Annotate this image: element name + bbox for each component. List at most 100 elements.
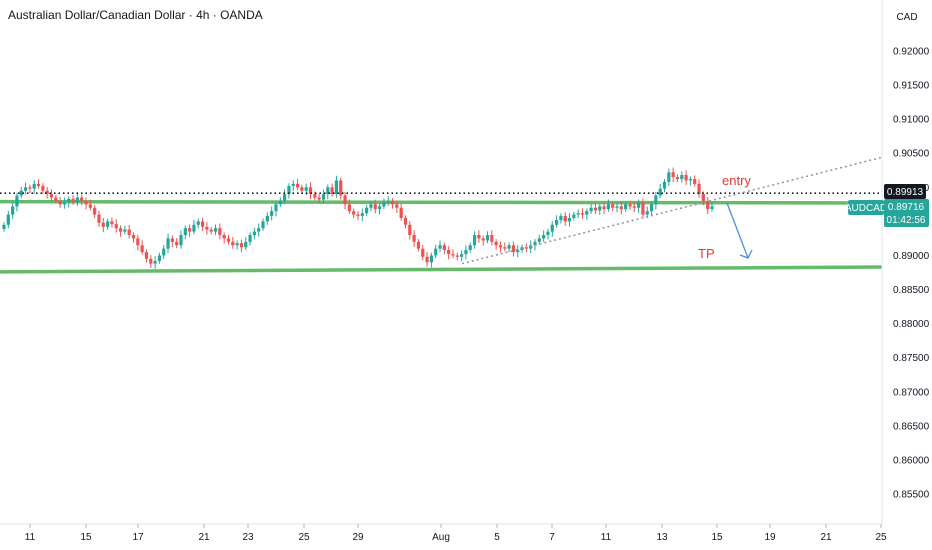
candle-body — [339, 180, 343, 196]
candle-body — [200, 221, 205, 227]
projection-arrow — [726, 202, 749, 259]
candle-body — [45, 190, 49, 195]
candle-body — [330, 187, 334, 195]
candle-body — [244, 241, 248, 248]
candle-body — [347, 204, 351, 212]
chart-title: Australian Dollar/Canadian Dollar · 4h ·… — [8, 8, 263, 22]
candle-body — [179, 235, 183, 246]
candle-body — [235, 243, 239, 246]
candle-body — [684, 175, 688, 181]
time-tick-label: 19 — [764, 532, 776, 543]
candle-body — [313, 194, 317, 198]
candle-body — [494, 241, 498, 246]
candle-body — [257, 228, 261, 232]
candle-body — [369, 204, 373, 208]
candle-body — [693, 179, 697, 184]
candle-body — [395, 204, 399, 208]
symbol-tag: AUDCAD — [845, 200, 887, 215]
time-tick-label: 23 — [242, 532, 254, 543]
svg-text:AUDCAD: AUDCAD — [845, 203, 887, 214]
candle-body — [386, 200, 390, 203]
candle-body — [377, 206, 382, 210]
candle-body — [205, 226, 209, 230]
candle-body — [106, 221, 110, 227]
time-tick-label: 25 — [298, 532, 310, 543]
countdown-value: 01:42:56 — [887, 215, 926, 226]
candle-body — [503, 247, 507, 249]
candlestick-series[interactable] — [2, 167, 714, 269]
candle-body — [308, 187, 313, 195]
candle-body — [265, 215, 269, 222]
candle-body — [412, 235, 416, 242]
candle-body — [218, 228, 222, 236]
candle-body — [442, 245, 446, 251]
candle-body — [485, 235, 490, 241]
last-price-value: 0.89716 — [888, 202, 925, 213]
svg-text:0.89913: 0.89913 — [887, 187, 924, 198]
candle-body — [641, 202, 645, 215]
time-tick-label: 15 — [711, 532, 723, 543]
price-tick-label: 0.89000 — [893, 251, 930, 262]
candle-body — [645, 211, 649, 215]
candle-body — [226, 238, 231, 242]
time-tick-label: 11 — [25, 532, 36, 543]
price-tick-label: 0.87500 — [893, 353, 930, 364]
candle-body — [334, 180, 339, 195]
candle-body — [390, 200, 395, 205]
candle-body — [654, 195, 658, 205]
tp-label: TP — [698, 246, 715, 261]
candle-body — [408, 224, 412, 236]
candle-body — [662, 181, 667, 189]
candle-body — [62, 202, 67, 205]
candle-body — [321, 194, 326, 200]
time-tick-label: Aug — [432, 532, 450, 543]
candle-body — [192, 224, 196, 232]
candle-body — [567, 217, 572, 222]
last-price-tag: 0.89716 01:42:56 — [884, 199, 929, 227]
candle-body — [460, 254, 464, 257]
candle-body — [498, 245, 503, 248]
candle-body — [11, 206, 15, 215]
candle-body — [546, 231, 550, 236]
time-axis[interactable]: 11 15 17 21 23 25 29 Aug 5 7 11 13 15 19 21 25 — [25, 524, 887, 543]
candle-body — [144, 252, 149, 259]
price-tick-label: 0.91500 — [893, 81, 930, 92]
candle-body — [270, 211, 274, 216]
price-axis[interactable]: 0.920000.915000.910000.905000.900000.895… — [893, 47, 930, 501]
channel-upper-line — [0, 199, 883, 205]
candle-body — [140, 245, 144, 253]
candle-body — [667, 172, 671, 182]
candle-body — [304, 187, 308, 191]
candle-body — [295, 183, 300, 188]
currency-label: CAD — [896, 12, 917, 23]
candle-body — [611, 204, 615, 208]
candle-body — [481, 238, 485, 241]
candle-body — [710, 206, 714, 210]
candle-body — [671, 172, 675, 178]
candle-body — [239, 243, 244, 248]
candle-body — [382, 202, 386, 207]
candle-body — [32, 183, 36, 189]
candle-body — [490, 235, 494, 242]
candle-body — [75, 197, 79, 203]
candle-body — [127, 229, 131, 236]
candle-body — [2, 224, 6, 229]
candle-body — [84, 200, 88, 205]
candle-body — [464, 250, 468, 255]
candle-body — [511, 245, 516, 253]
candle-body — [28, 187, 32, 189]
candle-body — [701, 194, 705, 201]
candle-body — [54, 197, 58, 201]
price-tick-label: 0.88500 — [893, 285, 930, 296]
price-tick-label: 0.86000 — [893, 455, 930, 466]
candle-body — [606, 204, 610, 210]
candle-body — [451, 254, 455, 256]
candle-body — [15, 195, 19, 207]
candle-body — [356, 214, 360, 216]
candle-body — [110, 221, 114, 225]
candle-body — [373, 204, 377, 210]
candle-body — [6, 214, 10, 225]
candle-body — [602, 206, 606, 210]
candle-body — [434, 248, 438, 256]
